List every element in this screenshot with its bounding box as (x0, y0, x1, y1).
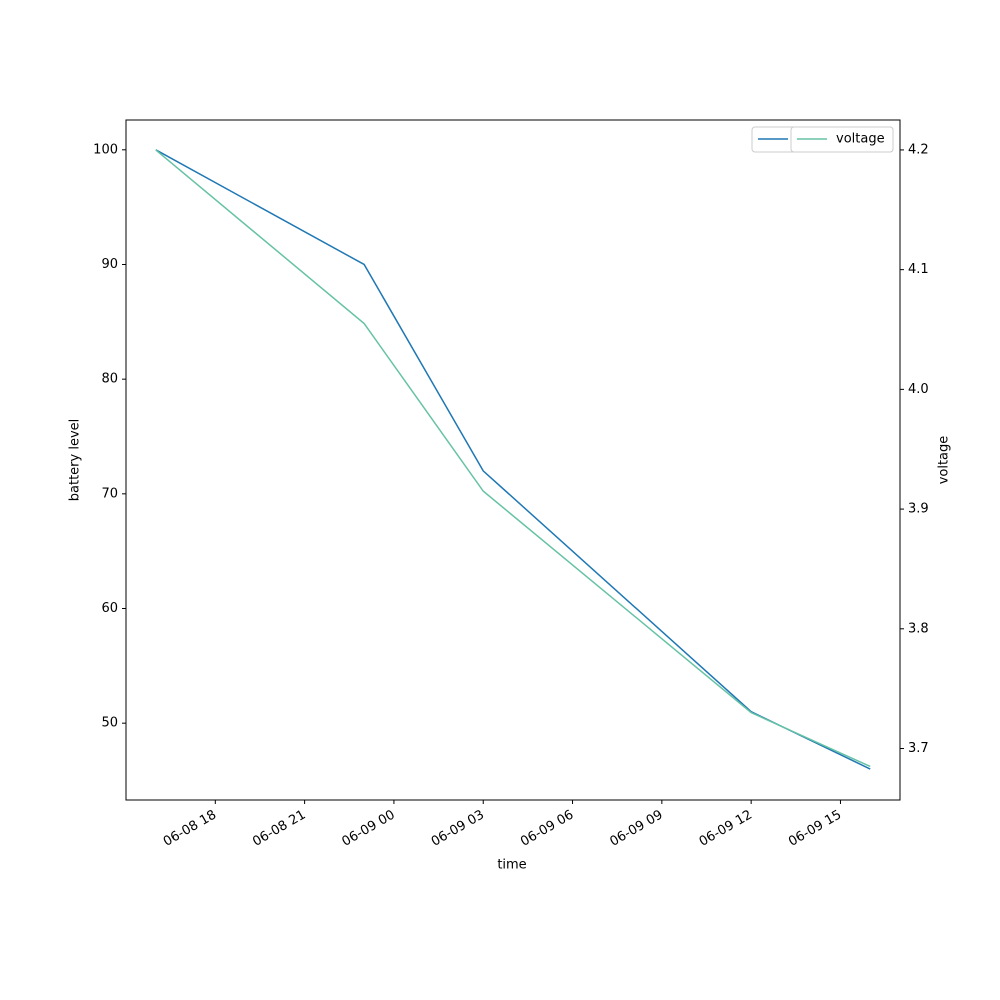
x-axis-label: time (497, 858, 526, 873)
y2-tick-label: 4.2 (908, 142, 929, 157)
y-tick-label: 90 (101, 257, 118, 272)
y2-tick-label: 3.7 (908, 741, 929, 756)
y-axis-label: battery level (68, 419, 83, 502)
x-tick-label: 06-09 06 (518, 808, 576, 850)
x-tick-label: 06-09 03 (429, 808, 487, 850)
y2-tick-label: 3.9 (908, 502, 929, 517)
y-tick-label: 60 (101, 601, 118, 616)
y-tick-label: 80 (101, 372, 118, 387)
x-tick-label: 06-09 00 (340, 808, 398, 850)
y-tick-label: 100 (93, 142, 118, 157)
series-line (155, 149, 871, 770)
x-tick-label: 06-08 21 (250, 808, 308, 850)
y-tick-label: 70 (101, 486, 118, 501)
y2-tick-label: 4.1 (908, 262, 929, 277)
x-tick-label: 06-09 09 (607, 808, 665, 850)
y-tick-label: 50 (101, 716, 118, 731)
series-line (155, 149, 871, 768)
x-tick-label: 06-08 18 (161, 808, 219, 850)
plot-frame (125, 119, 901, 801)
x-tick-label: 06-09 15 (786, 808, 844, 850)
y2-tick-label: 4.0 (908, 382, 929, 397)
y2-tick-label: 3.8 (908, 621, 929, 636)
x-tick-label: 06-09 12 (697, 808, 755, 850)
legend-label: voltage (836, 132, 885, 147)
legend-box (790, 126, 894, 153)
y2-axis-label: voltage (937, 436, 952, 485)
